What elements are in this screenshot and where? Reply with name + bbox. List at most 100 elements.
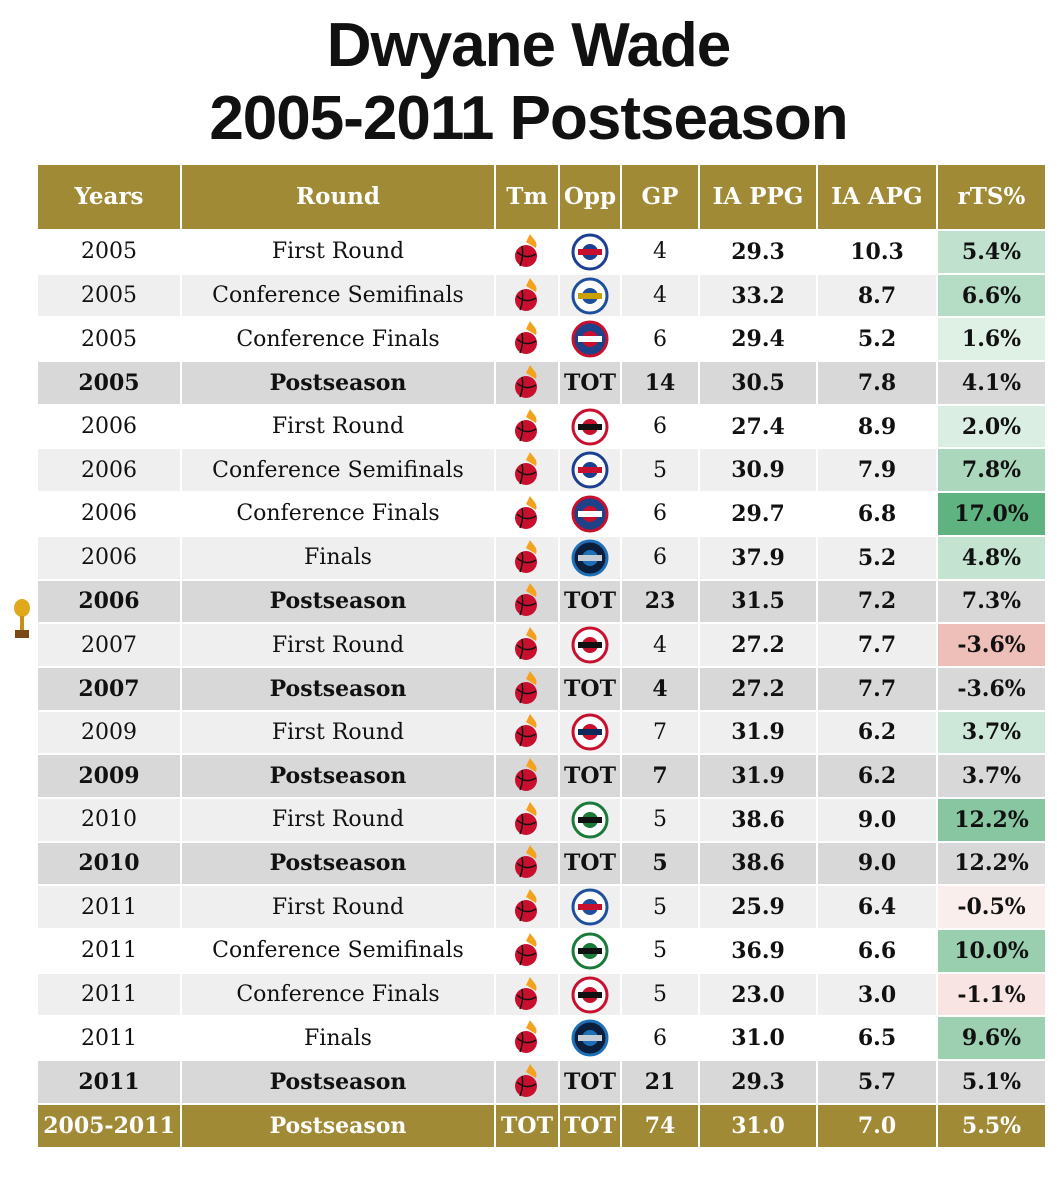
cell: 2011	[36, 884, 182, 930]
cell	[558, 491, 622, 537]
table-row: 2009 First Round 7 31.9 6.2 3.7%	[36, 709, 1047, 756]
team-logo	[515, 364, 537, 398]
cell: 6.6%	[936, 272, 1047, 319]
cell: 12.2%	[936, 796, 1047, 843]
cell: 5	[620, 884, 700, 930]
cell: 9.0	[816, 840, 938, 887]
cell: 6.6	[816, 928, 938, 974]
team-logo	[515, 321, 537, 355]
cell: 7	[620, 709, 700, 756]
cell: 38.6	[698, 840, 818, 887]
cell: Conference Finals	[180, 971, 496, 1018]
cell: 5.5%	[936, 1102, 1047, 1149]
cell	[494, 796, 560, 843]
cell: 5	[620, 796, 700, 843]
cell: 27.2	[698, 665, 818, 712]
cell: 1.6%	[936, 316, 1047, 363]
cell: 5.2	[816, 534, 938, 581]
cell: 9.6%	[936, 1015, 1047, 1062]
cell: 23	[620, 578, 700, 625]
cell: TOT	[558, 578, 622, 625]
cell	[558, 447, 622, 494]
team-logo	[515, 583, 537, 617]
team-logo	[515, 277, 537, 311]
cell: First Round	[180, 709, 496, 756]
cell: 25.9	[698, 884, 818, 930]
opponent-logo	[571, 976, 609, 1014]
header-row: Years Round Tm Opp GP IA PPG IA APG rTS%	[36, 163, 1047, 231]
table-row: 2005 Conference Semifinals 4 33.2 8.7 6.6%	[36, 272, 1047, 319]
opponent-logo	[571, 626, 609, 664]
cell: 10.3	[816, 229, 938, 275]
cell: 4.1%	[936, 360, 1047, 406]
cell: 4	[620, 665, 700, 712]
subtotal-row: 2006 Postseason TOT 23 31.5 7.2 7.3%	[36, 578, 1047, 625]
cell: Postseason	[180, 360, 496, 406]
team-logo	[515, 452, 537, 486]
column-header: GP	[620, 163, 700, 231]
cell	[558, 272, 622, 319]
trophy-icon	[14, 599, 30, 638]
cell	[494, 534, 560, 581]
cell: 7.8%	[936, 447, 1047, 494]
cell	[494, 622, 560, 668]
column-header: Years	[36, 163, 182, 231]
cell: 38.6	[698, 796, 818, 843]
cell: 36.9	[698, 928, 818, 974]
cell: 5.2	[816, 316, 938, 363]
stats-table: Years Round Tm Opp GP IA PPG IA APG rTS% 2005 Fi…	[36, 163, 1047, 1149]
cell: First Round	[180, 884, 496, 930]
cell: 5	[620, 840, 700, 887]
column-header: rTS%	[936, 163, 1047, 231]
cell: 30.5	[698, 360, 818, 406]
cell: 6	[620, 403, 700, 450]
team-logo	[515, 758, 537, 792]
cell	[494, 971, 560, 1018]
cell: 2005	[36, 316, 182, 363]
cell: TOT	[558, 665, 622, 712]
cell: TOT	[558, 753, 622, 799]
cell: Postseason	[180, 753, 496, 799]
subtotal-row: 2009 Postseason TOT 7 31.9 6.2 3.7%	[36, 753, 1047, 799]
cell: Postseason	[180, 840, 496, 887]
cell	[558, 403, 622, 450]
cell: 6.2	[816, 753, 938, 799]
team-logo	[515, 889, 537, 923]
cell: TOT	[494, 1102, 560, 1149]
cell: -0.5%	[936, 884, 1047, 930]
team-logo	[515, 233, 537, 267]
cell: 31.9	[698, 753, 818, 799]
cell: 5	[620, 447, 700, 494]
column-header: IA PPG	[698, 163, 818, 231]
cell: 2010	[36, 840, 182, 887]
cell: 7.7	[816, 622, 938, 668]
cell	[558, 928, 622, 974]
cell: Postseason	[180, 578, 496, 625]
cell: First Round	[180, 229, 496, 275]
cell: 2006	[36, 578, 182, 625]
cell: 2006	[36, 491, 182, 537]
cell: First Round	[180, 796, 496, 843]
cell: 7.9	[816, 447, 938, 494]
cell: 6	[620, 1015, 700, 1062]
opponent-logo	[571, 801, 609, 839]
cell: 7.8	[816, 360, 938, 406]
cell: 2011	[36, 1059, 182, 1105]
team-logo	[515, 801, 537, 835]
team-logo	[515, 408, 537, 442]
cell: Finals	[180, 1015, 496, 1062]
cell: 5	[620, 971, 700, 1018]
cell	[494, 447, 560, 494]
cell	[494, 229, 560, 275]
column-header: Round	[180, 163, 496, 231]
cell: 23.0	[698, 971, 818, 1018]
opponent-logo	[571, 713, 609, 751]
cell: 74	[620, 1102, 700, 1149]
table-row: 2006 Finals 6 37.9 5.2 4.8%	[36, 534, 1047, 581]
team-logo	[515, 1063, 537, 1097]
cell	[494, 272, 560, 319]
cell: 4	[620, 622, 700, 668]
subtotal-row: 2010 Postseason TOT 5 38.6 9.0 12.2%	[36, 840, 1047, 887]
cell: 2010	[36, 796, 182, 843]
cell: 30.9	[698, 447, 818, 494]
